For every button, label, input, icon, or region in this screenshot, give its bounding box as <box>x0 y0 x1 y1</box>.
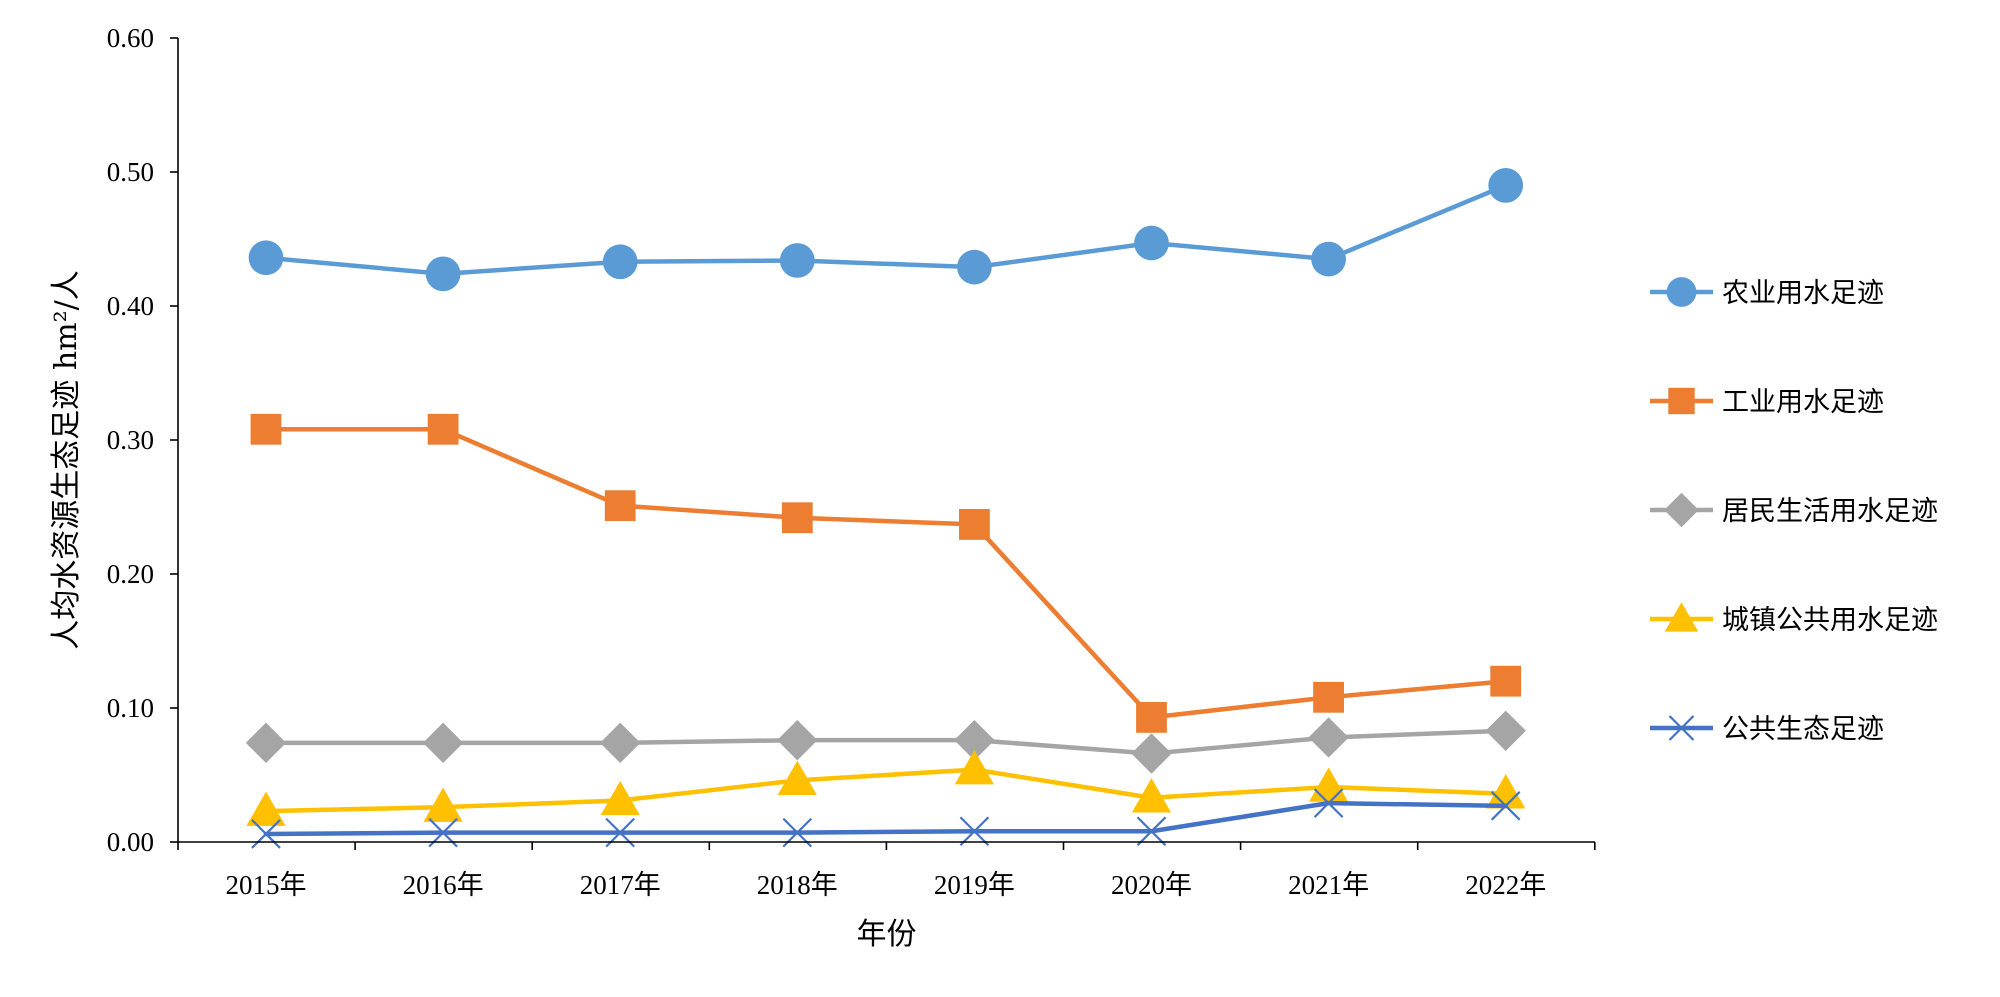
data-point <box>1308 717 1349 758</box>
plot-area <box>245 168 1526 849</box>
data-point <box>1311 241 1346 277</box>
data-point <box>959 816 990 847</box>
data-point <box>1131 733 1172 774</box>
legend-item: 公共生态足迹 <box>1650 714 1884 745</box>
y-tick-label: 0.30 <box>107 425 154 455</box>
legend-label: 工业用水足迹 <box>1722 387 1884 418</box>
legend-marker <box>1664 492 1699 528</box>
x-tick-label: 2020年 <box>1111 870 1192 900</box>
data-point <box>954 750 994 785</box>
legend-label: 居民生活用水足迹 <box>1722 496 1938 527</box>
data-point <box>248 240 284 276</box>
data-point <box>1309 767 1349 802</box>
data-point <box>777 720 818 761</box>
y-tick-label: 0.60 <box>107 23 154 53</box>
data-point <box>1131 778 1172 813</box>
legend-item: 居民生活用水足迹 <box>1650 492 1938 528</box>
data-point <box>423 787 463 822</box>
data-point <box>1485 710 1526 751</box>
legend-marker <box>1664 602 1699 632</box>
legend-label: 城镇公共用水足迹 <box>1722 605 1938 636</box>
x-tick-label: 2021年 <box>1288 870 1369 900</box>
x-tick-label: 2015年 <box>226 870 307 900</box>
x-tick-label: 2016年 <box>403 870 484 900</box>
legend-label: 农业用水足迹 <box>1722 278 1884 309</box>
data-point <box>602 244 638 280</box>
legend-item: 农业用水足迹 <box>1650 277 1884 309</box>
x-tick-label: 2022年 <box>1465 870 1546 900</box>
data-point <box>604 490 636 522</box>
data-point <box>1136 816 1167 847</box>
data-point <box>425 256 461 292</box>
data-point <box>957 249 992 285</box>
x-tick-label: 2017年 <box>580 870 661 900</box>
series-1 <box>248 168 1524 292</box>
y-axis-title: 人均水资源生态足迹 hm²/人 <box>49 270 84 649</box>
legend-item: 工业用水足迹 <box>1650 387 1884 418</box>
x-axis-title: 年份 <box>857 917 917 952</box>
data-point <box>777 760 817 796</box>
data-point <box>1136 701 1167 733</box>
data-point <box>251 819 281 849</box>
series-line <box>263 183 1508 277</box>
data-point <box>600 722 641 763</box>
x-tick-label: 2018年 <box>757 870 838 900</box>
series-2 <box>250 413 1522 733</box>
x-tick-label: 2019年 <box>934 870 1015 900</box>
data-point <box>427 413 459 445</box>
series-line <box>263 427 1508 720</box>
data-point <box>245 722 287 763</box>
y-tick-label: 0.00 <box>107 827 154 857</box>
y-tick-label: 0.40 <box>107 291 154 321</box>
data-point <box>954 720 995 761</box>
y-tick-label: 0.10 <box>107 693 154 723</box>
legend-marker <box>1668 387 1695 415</box>
data-point <box>1490 791 1521 821</box>
y-tick-label: 0.20 <box>107 559 154 589</box>
data-point <box>422 722 464 763</box>
data-point <box>1490 665 1522 697</box>
data-point <box>250 413 282 445</box>
data-point <box>246 791 286 826</box>
series-3 <box>245 710 1526 774</box>
data-point <box>1313 788 1344 818</box>
data-point <box>1313 681 1344 713</box>
data-point <box>1134 225 1169 261</box>
y-tick-label: 0.50 <box>107 157 154 187</box>
data-point <box>600 780 640 816</box>
axis-ticks: 0.00 0.10 0.20 0.30 0.40 0.50 0.60 2015年 2016年 20… <box>107 23 1596 900</box>
series-5 <box>251 788 1521 849</box>
axes <box>177 38 1595 843</box>
series-line <box>263 767 1508 814</box>
series-4 <box>246 750 1526 826</box>
legend-label: 公共生态足迹 <box>1722 714 1884 745</box>
series-line <box>263 800 1508 837</box>
legend-marker <box>1666 277 1697 307</box>
data-point <box>1486 774 1526 809</box>
legend-marker <box>1668 715 1695 741</box>
data-point <box>779 243 815 278</box>
series-line <box>263 728 1508 756</box>
data-point <box>959 509 990 540</box>
legend-item: 城镇公共用水足迹 <box>1650 602 1938 636</box>
data-point <box>781 502 813 534</box>
data-point <box>1488 168 1524 203</box>
